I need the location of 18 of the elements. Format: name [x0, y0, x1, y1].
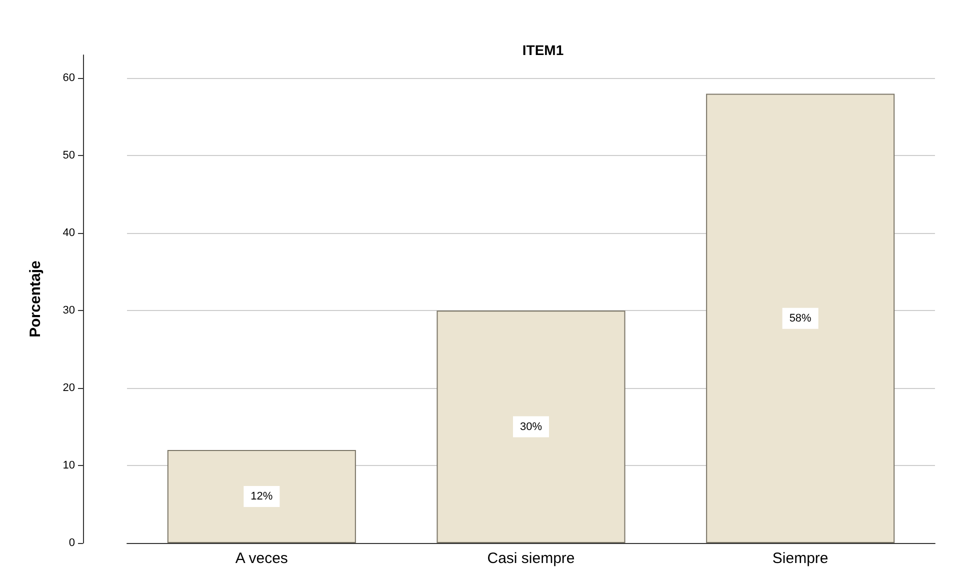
y-tick-label: 20 [62, 382, 75, 394]
data-label: 58% [789, 312, 812, 324]
x-tick-label: Casi siempre [487, 550, 575, 567]
bar [436, 310, 626, 543]
y-axis-title: Porcentaje [27, 260, 44, 338]
chart-title: ITEM1 [522, 42, 564, 58]
y-tick-label: 60 [62, 72, 75, 84]
x-tick-label: Siempre [772, 550, 828, 567]
y-tick-label: 0 [68, 537, 75, 549]
data-label: 12% [250, 490, 273, 503]
y-tick-label: 10 [62, 460, 75, 472]
bar [167, 450, 356, 543]
y-tick-label: 50 [62, 150, 75, 162]
y-tick-label: 40 [62, 227, 75, 240]
y-tick-label: 30 [62, 304, 75, 317]
bar [706, 94, 895, 543]
x-tick-label: A veces [235, 550, 288, 567]
data-label: 30% [520, 420, 542, 433]
